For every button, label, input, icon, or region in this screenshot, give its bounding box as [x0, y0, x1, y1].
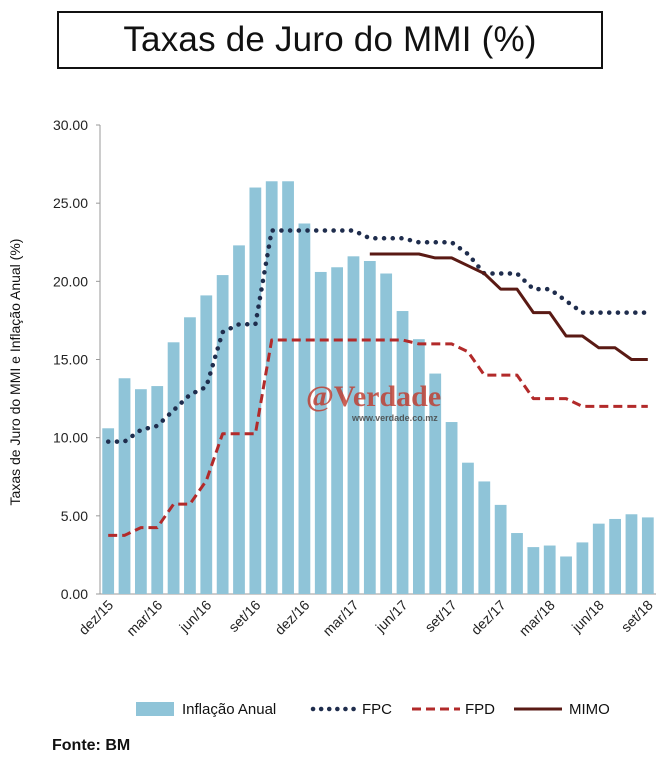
- legend-label-mimo: MIMO: [569, 700, 610, 718]
- bar-inflacao: [494, 504, 507, 594]
- bar-inflacao: [527, 547, 540, 594]
- bar-inflacao: [511, 533, 523, 594]
- line-fpd: [108, 338, 648, 537]
- x-tick-label: mar/16: [123, 597, 165, 639]
- bar-inflacao: [445, 422, 458, 594]
- bar-inflacao: [560, 556, 572, 594]
- bar-inflacao: [118, 378, 131, 594]
- bar-inflacao: [429, 373, 442, 594]
- chart-title: Taxas de Juro do MMI (%): [123, 20, 537, 59]
- x-tick-label: dez/16: [271, 597, 312, 638]
- legend-item-inflacao: Inflação Anual: [136, 697, 276, 721]
- bar-inflacao: [298, 223, 311, 595]
- legend-swatch-bar: [136, 702, 174, 716]
- bar-inflacao: [134, 389, 147, 594]
- y-tick-label: 25.00: [53, 195, 88, 211]
- bar-inflacao: [576, 542, 589, 594]
- x-tick-label: mar/18: [516, 597, 558, 639]
- legend-label-fpc: FPC: [362, 700, 392, 718]
- bar-series-inflacao: [102, 181, 654, 595]
- y-axis-label: Taxas de Juro do MMI e Inflação Anual (%…: [7, 239, 23, 506]
- line-mimo: [369, 252, 648, 361]
- legend-swatch-mimo: [514, 707, 562, 711]
- bar-inflacao: [347, 256, 360, 594]
- y-tick-label: 30.00: [53, 117, 88, 133]
- legend-item-fpc: FPC: [310, 697, 392, 721]
- y-tick-label: 20.00: [53, 273, 88, 289]
- line-series: [105, 228, 651, 537]
- bar-inflacao: [609, 518, 622, 594]
- chart-title-box: Taxas de Juro do MMI (%): [57, 11, 603, 69]
- x-tick-label: dez/15: [75, 597, 116, 638]
- bar-inflacao: [592, 523, 605, 594]
- x-tick-label: set/17: [421, 597, 459, 635]
- bar-inflacao: [282, 181, 294, 594]
- legend-swatch-fpd: [412, 707, 460, 711]
- bar-inflacao: [396, 311, 409, 594]
- bar-inflacao: [167, 342, 180, 594]
- legend-label-fpd: FPD: [465, 700, 495, 718]
- bar-inflacao: [233, 245, 245, 595]
- bar-inflacao: [380, 273, 393, 594]
- axes: [96, 124, 656, 595]
- legend: Inflação Anual FPC FPD MIMO: [0, 697, 660, 721]
- legend-item-fpd: FPD: [411, 697, 495, 721]
- bar-inflacao: [249, 187, 262, 595]
- bar-inflacao: [412, 339, 425, 594]
- x-tick-label: mar/17: [319, 597, 361, 639]
- bar-inflacao: [200, 295, 213, 594]
- y-tick-label: 15.00: [53, 352, 88, 368]
- bar-inflacao: [184, 317, 196, 594]
- x-tick-label: jun/16: [175, 597, 214, 636]
- watermark: @Verdade www.verdade.co.mz: [306, 380, 476, 430]
- legend-label-inflacao: Inflação Anual: [182, 700, 277, 718]
- legend-swatch-fpc: [310, 706, 358, 712]
- bar-inflacao: [102, 428, 115, 594]
- watermark-url: www.verdade.co.mz: [352, 413, 438, 423]
- legend-item-mimo: MIMO: [513, 697, 610, 721]
- y-tick-label: 10.00: [53, 430, 88, 446]
- watermark-logo: @Verdade: [306, 380, 442, 413]
- x-tick-label: set/18: [618, 597, 656, 635]
- bar-inflacao: [543, 545, 556, 594]
- bar-inflacao: [363, 261, 376, 594]
- source-note: Fonte: BM: [52, 737, 131, 754]
- x-tick-label: jun/18: [568, 597, 607, 636]
- y-tick-label: 0.00: [61, 586, 88, 602]
- x-tick-label: jun/17: [372, 597, 411, 636]
- bar-inflacao: [478, 481, 491, 594]
- bar-inflacao: [625, 514, 638, 594]
- x-tick-label: set/16: [225, 597, 263, 635]
- bar-inflacao: [265, 181, 278, 594]
- bar-inflacao: [462, 462, 474, 594]
- x-tick-label: dez/17: [468, 597, 509, 638]
- y-tick-label: 5.00: [61, 508, 88, 524]
- bar-inflacao: [314, 271, 327, 594]
- bar-inflacao: [151, 386, 164, 594]
- bar-inflacao: [331, 267, 344, 594]
- bar-inflacao: [641, 517, 654, 594]
